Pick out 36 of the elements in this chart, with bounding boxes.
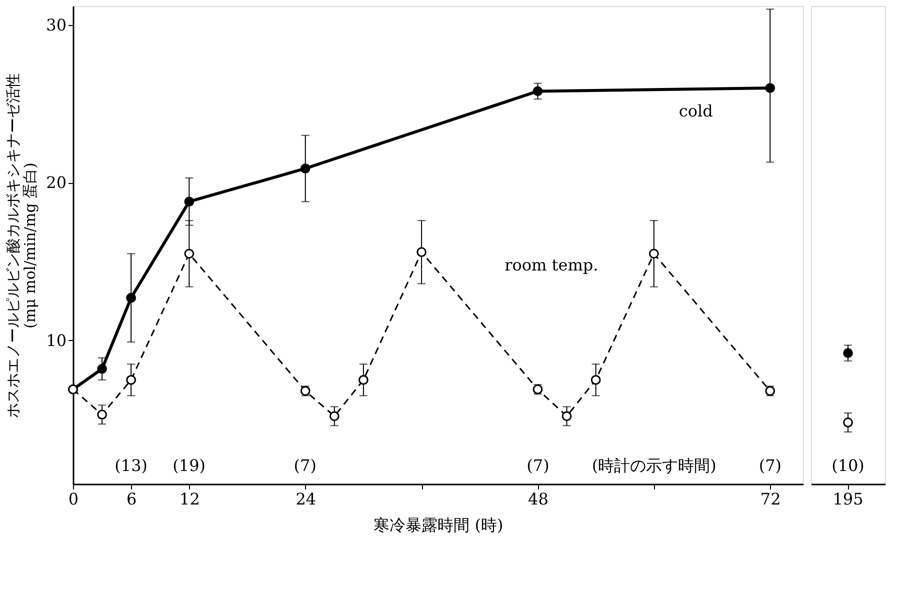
point: [590, 374, 601, 385]
annotation: (7): [294, 456, 316, 475]
annotation: (13): [114, 456, 148, 475]
y-axis-title: ホスホエノールピルビン酸カルボキシキナーゼ活性 (mμ mol/min/mg 蛋白): [4, 73, 40, 418]
point: [329, 411, 340, 422]
x-tick-label: 6: [126, 490, 137, 508]
point: [126, 374, 136, 385]
point: [532, 86, 543, 96]
text: room temp.: [504, 256, 598, 275]
point: [97, 364, 107, 374]
annotation: (19): [172, 456, 206, 475]
x-axis-title: 寒冷暴露時間 (時): [374, 516, 504, 534]
point: [184, 248, 194, 259]
point: [416, 247, 426, 258]
x-tick-label: 72: [760, 490, 781, 508]
x-tick-label: 12: [180, 490, 200, 508]
annotation: (時計の示す時間): [592, 456, 716, 475]
point: [358, 374, 368, 385]
annotation: (10): [832, 456, 864, 475]
point: [126, 292, 136, 303]
x-tick-label: 48: [528, 490, 548, 508]
point: [765, 83, 776, 93]
y-tick-label: 20: [46, 173, 66, 192]
point: [184, 196, 194, 207]
series-label: cold: [678, 102, 713, 121]
annotation: (7): [526, 456, 550, 475]
point: [97, 410, 107, 420]
y-tick-label: 30: [46, 15, 66, 34]
point: [648, 248, 659, 259]
y-tick-label: 10: [46, 330, 66, 350]
annotation: (7): [758, 456, 782, 475]
x-tick-label: 195: [832, 490, 864, 508]
point: [300, 164, 310, 174]
x-tick-label: 24: [296, 490, 316, 508]
x-tick-label: 0: [68, 490, 79, 508]
point: [562, 411, 572, 422]
